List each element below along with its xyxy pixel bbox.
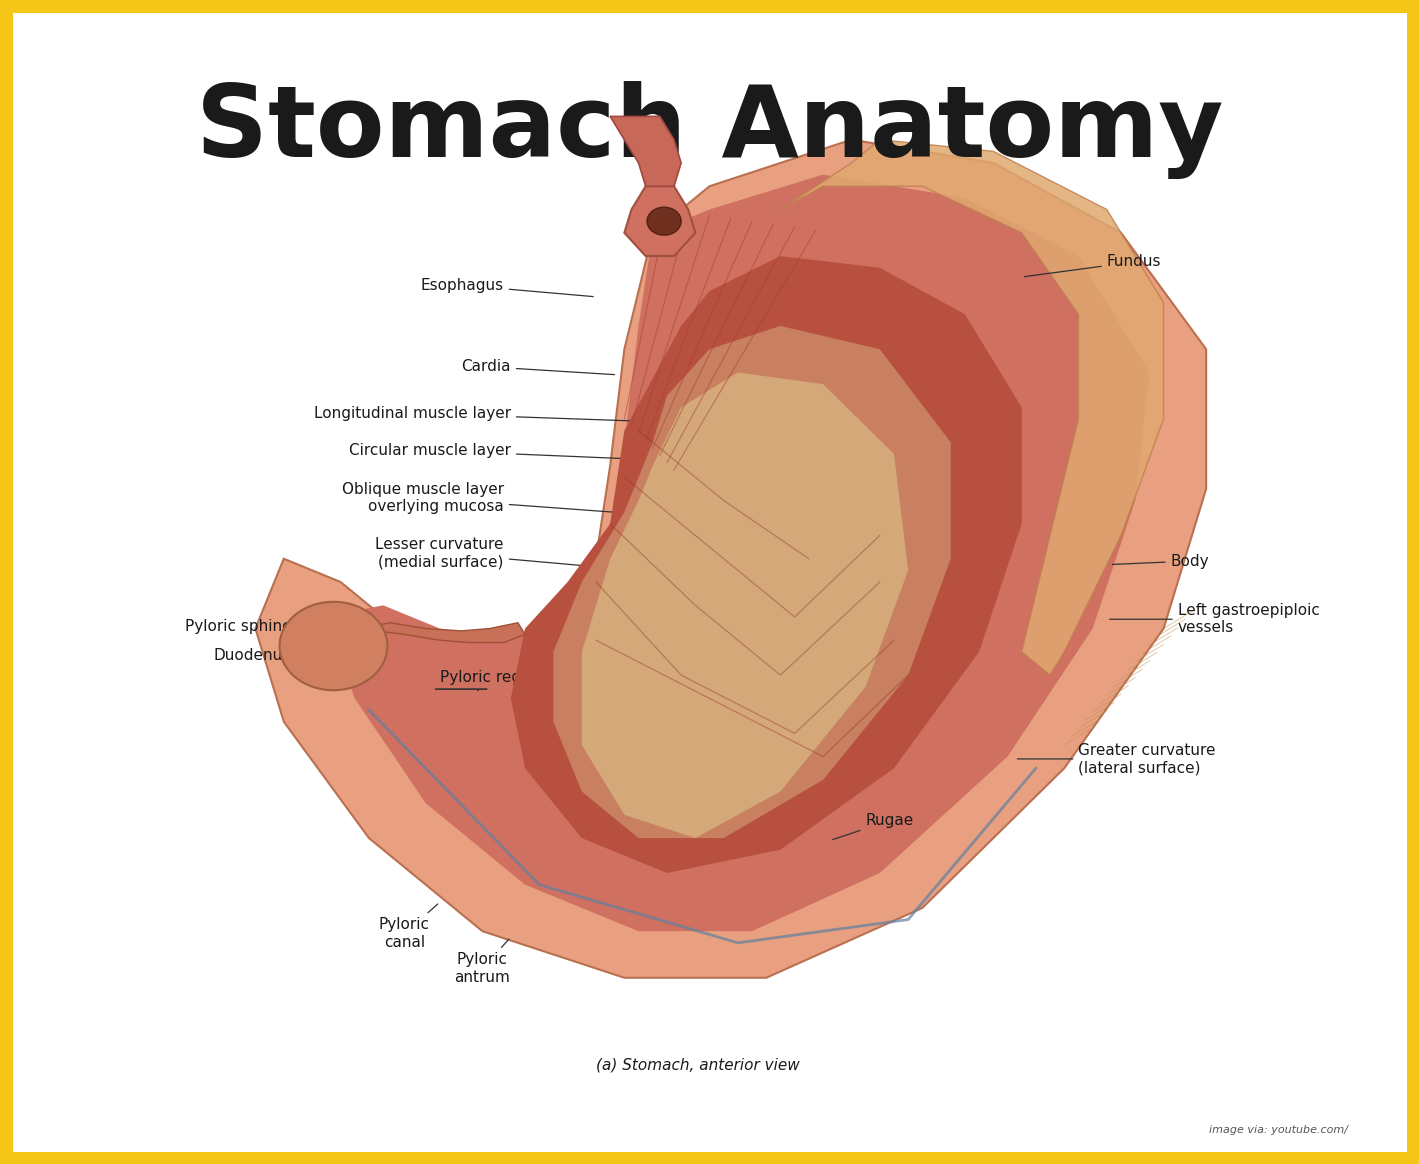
Circle shape [647, 207, 681, 235]
Text: Pyloric sphincter: Pyloric sphincter [184, 619, 373, 638]
Text: Lesser curvature
(medial surface): Lesser curvature (medial surface) [375, 537, 607, 569]
Text: Pyloric
antrum: Pyloric antrum [454, 939, 511, 985]
Text: Longitudinal muscle layer: Longitudinal muscle layer [314, 406, 643, 421]
Text: Body: Body [1112, 554, 1209, 568]
Polygon shape [610, 116, 681, 186]
Polygon shape [372, 623, 525, 643]
Text: Oblique muscle layer
overlying mucosa: Oblique muscle layer overlying mucosa [342, 482, 643, 514]
Polygon shape [624, 186, 695, 256]
Text: Duodenum: Duodenum [214, 648, 352, 669]
Text: Cardia: Cardia [461, 360, 614, 375]
Text: Left gastroepiploic
vessels: Left gastroepiploic vessels [1110, 603, 1320, 636]
Text: Fundus: Fundus [1025, 255, 1161, 277]
Text: image via: youtube.com/: image via: youtube.com/ [1209, 1124, 1348, 1135]
Polygon shape [553, 326, 951, 838]
Text: Stomach Anatomy: Stomach Anatomy [196, 81, 1223, 179]
Text: (a) Stomach, anterior view: (a) Stomach, anterior view [596, 1058, 800, 1072]
Text: Pyloric
canal: Pyloric canal [379, 904, 438, 950]
Polygon shape [780, 140, 1164, 675]
Text: Pyloric region: Pyloric region [440, 670, 545, 690]
Text: Esophagus: Esophagus [420, 278, 593, 297]
Text: Greater curvature
(lateral surface): Greater curvature (lateral surface) [1017, 743, 1216, 775]
Polygon shape [255, 140, 1206, 978]
Text: Rugae: Rugae [833, 814, 914, 839]
Polygon shape [326, 175, 1149, 931]
Polygon shape [582, 372, 908, 838]
Text: Anterior
surface: Anterior surface [849, 310, 911, 342]
Circle shape [280, 602, 387, 690]
Polygon shape [511, 256, 1022, 873]
Text: Circular muscle layer: Circular muscle layer [349, 443, 650, 460]
